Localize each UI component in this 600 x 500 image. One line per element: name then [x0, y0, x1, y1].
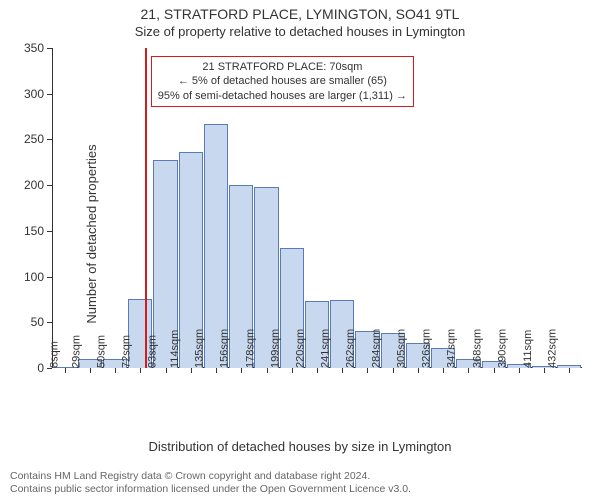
plot-inner: 0501001502002503003508sqm29sqm50sqm72sqm… [52, 48, 582, 368]
x-tick [544, 368, 545, 373]
y-tick-label: 50 [31, 315, 52, 329]
x-tick-label: 305sqm [389, 329, 407, 368]
x-tick-label: 262sqm [339, 329, 357, 368]
x-tick-label: 411sqm [516, 330, 534, 368]
x-tick [191, 368, 192, 373]
x-tick-label: 8sqm [42, 341, 60, 368]
y-tick-label: 150 [24, 224, 52, 238]
x-tick [393, 368, 394, 373]
x-tick-label: 93sqm [140, 335, 158, 368]
x-tick [292, 368, 293, 373]
x-tick [317, 368, 318, 373]
y-tick-label: 350 [24, 41, 52, 55]
x-tick-label: 199sqm [263, 329, 281, 368]
property-marker-line [145, 48, 147, 368]
footer-line-1: Contains HM Land Registry data © Crown c… [10, 470, 411, 483]
annotation-line: ← 5% of detached houses are smaller (65) [158, 74, 407, 88]
x-tick-label: 347sqm [440, 329, 458, 368]
x-tick [569, 368, 570, 373]
x-tick [267, 368, 268, 373]
x-tick [65, 368, 66, 373]
footer-line-2: Contains public sector information licen… [10, 483, 411, 496]
x-tick-label: 368sqm [465, 329, 483, 368]
y-tick-label: 300 [24, 87, 52, 101]
x-tick-label: 220sqm [288, 329, 306, 368]
x-tick [468, 368, 469, 373]
x-tick [115, 368, 116, 373]
plot-area: 0501001502002503003508sqm29sqm50sqm72sqm… [52, 48, 582, 368]
x-tick [418, 368, 419, 373]
x-tick-label: 114sqm [163, 330, 181, 368]
x-tick-label: 241sqm [314, 329, 332, 368]
x-tick [494, 368, 495, 373]
x-tick-label: 390sqm [490, 329, 508, 368]
footer-attribution: Contains HM Land Registry data © Crown c… [10, 470, 411, 496]
y-tick-label: 100 [24, 270, 52, 284]
x-tick [367, 368, 368, 373]
x-tick [90, 368, 91, 373]
y-tick-label: 250 [24, 132, 52, 146]
annotation-line: 21 STRATFORD PLACE: 70sqm [158, 60, 407, 74]
x-tick-label: 326sqm [415, 329, 433, 368]
x-tick-label: 432sqm [541, 329, 559, 368]
x-tick [166, 368, 167, 373]
x-tick [140, 368, 141, 373]
x-tick-label: 72sqm [115, 335, 133, 368]
y-tick-label: 200 [24, 178, 52, 192]
page-title: 21, STRATFORD PLACE, LYMINGTON, SO41 9TL [0, 0, 600, 22]
x-axis-label: Distribution of detached houses by size … [0, 439, 600, 454]
x-tick [519, 368, 520, 373]
y-axis [52, 48, 53, 368]
x-tick [443, 368, 444, 373]
x-tick-label: 29sqm [64, 335, 82, 368]
chart-subtitle: Size of property relative to detached ho… [0, 22, 600, 43]
x-tick-label: 135sqm [187, 329, 205, 368]
x-tick-label: 284sqm [364, 329, 382, 368]
chart: Number of detached properties 0501001502… [0, 44, 600, 424]
x-tick-label: 178sqm [238, 329, 256, 368]
property-annotation: 21 STRATFORD PLACE: 70sqm← 5% of detache… [151, 56, 414, 107]
x-tick-label: 156sqm [213, 329, 231, 368]
annotation-line: 95% of semi-detached houses are larger (… [158, 89, 407, 103]
x-tick [216, 368, 217, 373]
x-tick [241, 368, 242, 373]
x-tick-label: 50sqm [90, 335, 108, 368]
x-tick [342, 368, 343, 373]
